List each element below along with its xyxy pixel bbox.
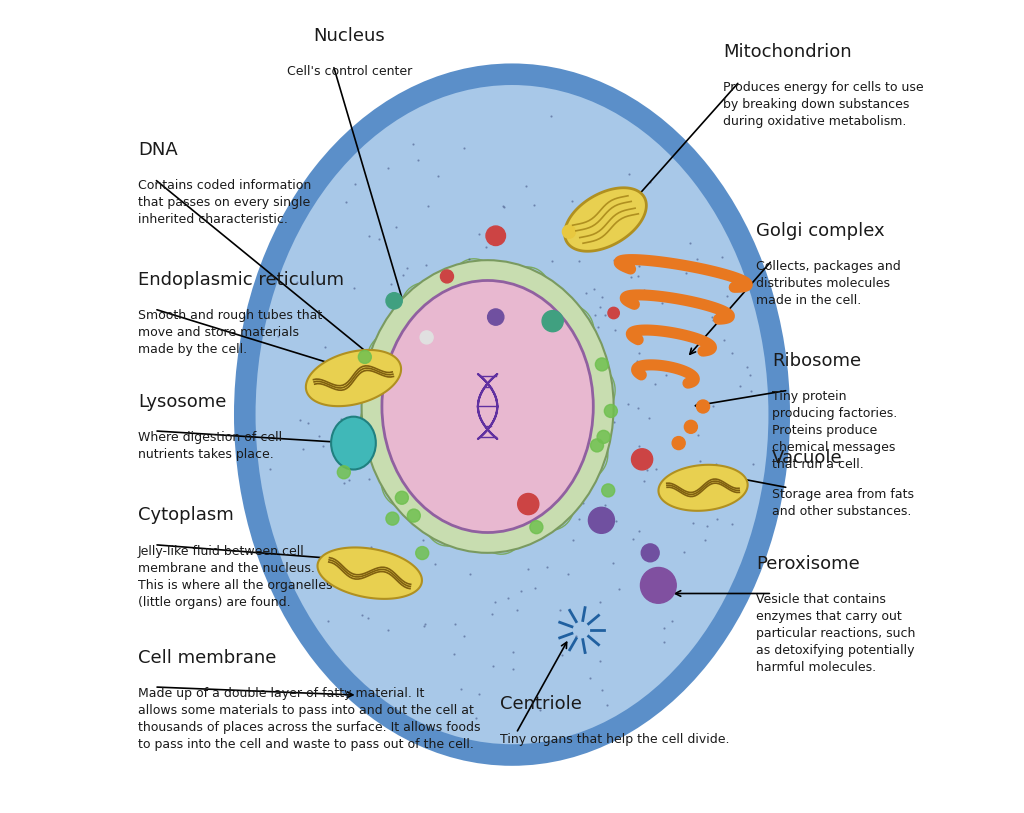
Polygon shape bbox=[306, 350, 401, 406]
Text: Endoplasmic reticulum: Endoplasmic reticulum bbox=[138, 271, 344, 289]
Text: Collects, packages and
distributes molecules
made in the cell.: Collects, packages and distributes molec… bbox=[756, 260, 901, 307]
Text: Made up of a double layer of fatty material. It
allows some materials to pass in: Made up of a double layer of fatty mater… bbox=[138, 687, 480, 751]
Circle shape bbox=[696, 400, 710, 413]
Circle shape bbox=[416, 546, 429, 559]
Circle shape bbox=[591, 439, 603, 452]
Text: Nucleus: Nucleus bbox=[313, 27, 385, 45]
Text: Peroxisome: Peroxisome bbox=[756, 555, 860, 573]
Polygon shape bbox=[317, 547, 422, 599]
Text: DNA: DNA bbox=[138, 141, 178, 159]
Text: Golgi complex: Golgi complex bbox=[756, 222, 885, 240]
Ellipse shape bbox=[382, 280, 593, 533]
Polygon shape bbox=[658, 465, 748, 511]
Circle shape bbox=[337, 466, 350, 479]
Circle shape bbox=[518, 493, 539, 515]
Circle shape bbox=[589, 507, 614, 533]
Text: Contains coded information
that passes on every single
inherited characteristic.: Contains coded information that passes o… bbox=[138, 179, 311, 226]
Circle shape bbox=[487, 309, 504, 325]
Text: Cell membrane: Cell membrane bbox=[138, 649, 276, 667]
Text: Cell's control center: Cell's control center bbox=[287, 65, 412, 78]
Text: Vacuole: Vacuole bbox=[772, 450, 843, 467]
Polygon shape bbox=[564, 188, 646, 251]
Text: Centriole: Centriole bbox=[500, 695, 582, 713]
Circle shape bbox=[672, 437, 685, 450]
Circle shape bbox=[358, 350, 372, 363]
Circle shape bbox=[529, 520, 543, 533]
Ellipse shape bbox=[331, 416, 376, 469]
Text: Ribosome: Ribosome bbox=[772, 352, 861, 370]
Circle shape bbox=[608, 307, 620, 319]
Text: Tiny protein
producing factories.
Proteins produce
chemical messages
that run a : Tiny protein producing factories. Protei… bbox=[772, 390, 897, 472]
Text: Tiny organs that help the cell divide.: Tiny organs that help the cell divide. bbox=[500, 733, 729, 746]
Text: Where digestion of cell
nutrients takes place.: Where digestion of cell nutrients takes … bbox=[138, 431, 283, 461]
Text: Storage area from fats
and other substances.: Storage area from fats and other substan… bbox=[772, 488, 914, 518]
Text: Lysosome: Lysosome bbox=[138, 393, 226, 411]
Circle shape bbox=[395, 491, 409, 504]
Circle shape bbox=[386, 293, 402, 309]
Ellipse shape bbox=[361, 260, 613, 553]
Circle shape bbox=[562, 225, 575, 238]
Circle shape bbox=[641, 544, 659, 562]
Ellipse shape bbox=[244, 73, 780, 756]
Text: Smooth and rough tubes that
move and store materials
made by the cell.: Smooth and rough tubes that move and sto… bbox=[138, 309, 323, 356]
Circle shape bbox=[597, 430, 610, 443]
Circle shape bbox=[632, 449, 652, 470]
Text: Jelly-like fluid between cell
membrane and the nucleus.
This is where all the or: Jelly-like fluid between cell membrane a… bbox=[138, 545, 333, 609]
Circle shape bbox=[604, 404, 617, 417]
Circle shape bbox=[542, 311, 563, 332]
Circle shape bbox=[408, 509, 420, 522]
Text: Mitochondrion: Mitochondrion bbox=[723, 43, 852, 61]
Circle shape bbox=[602, 484, 614, 497]
Circle shape bbox=[486, 226, 506, 246]
Circle shape bbox=[440, 270, 454, 283]
Circle shape bbox=[595, 358, 608, 371]
Text: Vesicle that contains
enzymes that carry out
particular reactions, such
as detox: Vesicle that contains enzymes that carry… bbox=[756, 593, 915, 675]
Circle shape bbox=[420, 331, 433, 344]
Circle shape bbox=[684, 420, 697, 433]
Circle shape bbox=[386, 512, 399, 525]
Text: Produces energy for cells to use
by breaking down substances
during oxidative me: Produces energy for cells to use by brea… bbox=[723, 81, 924, 128]
Circle shape bbox=[640, 567, 676, 603]
Text: Cytoplasm: Cytoplasm bbox=[138, 506, 233, 524]
